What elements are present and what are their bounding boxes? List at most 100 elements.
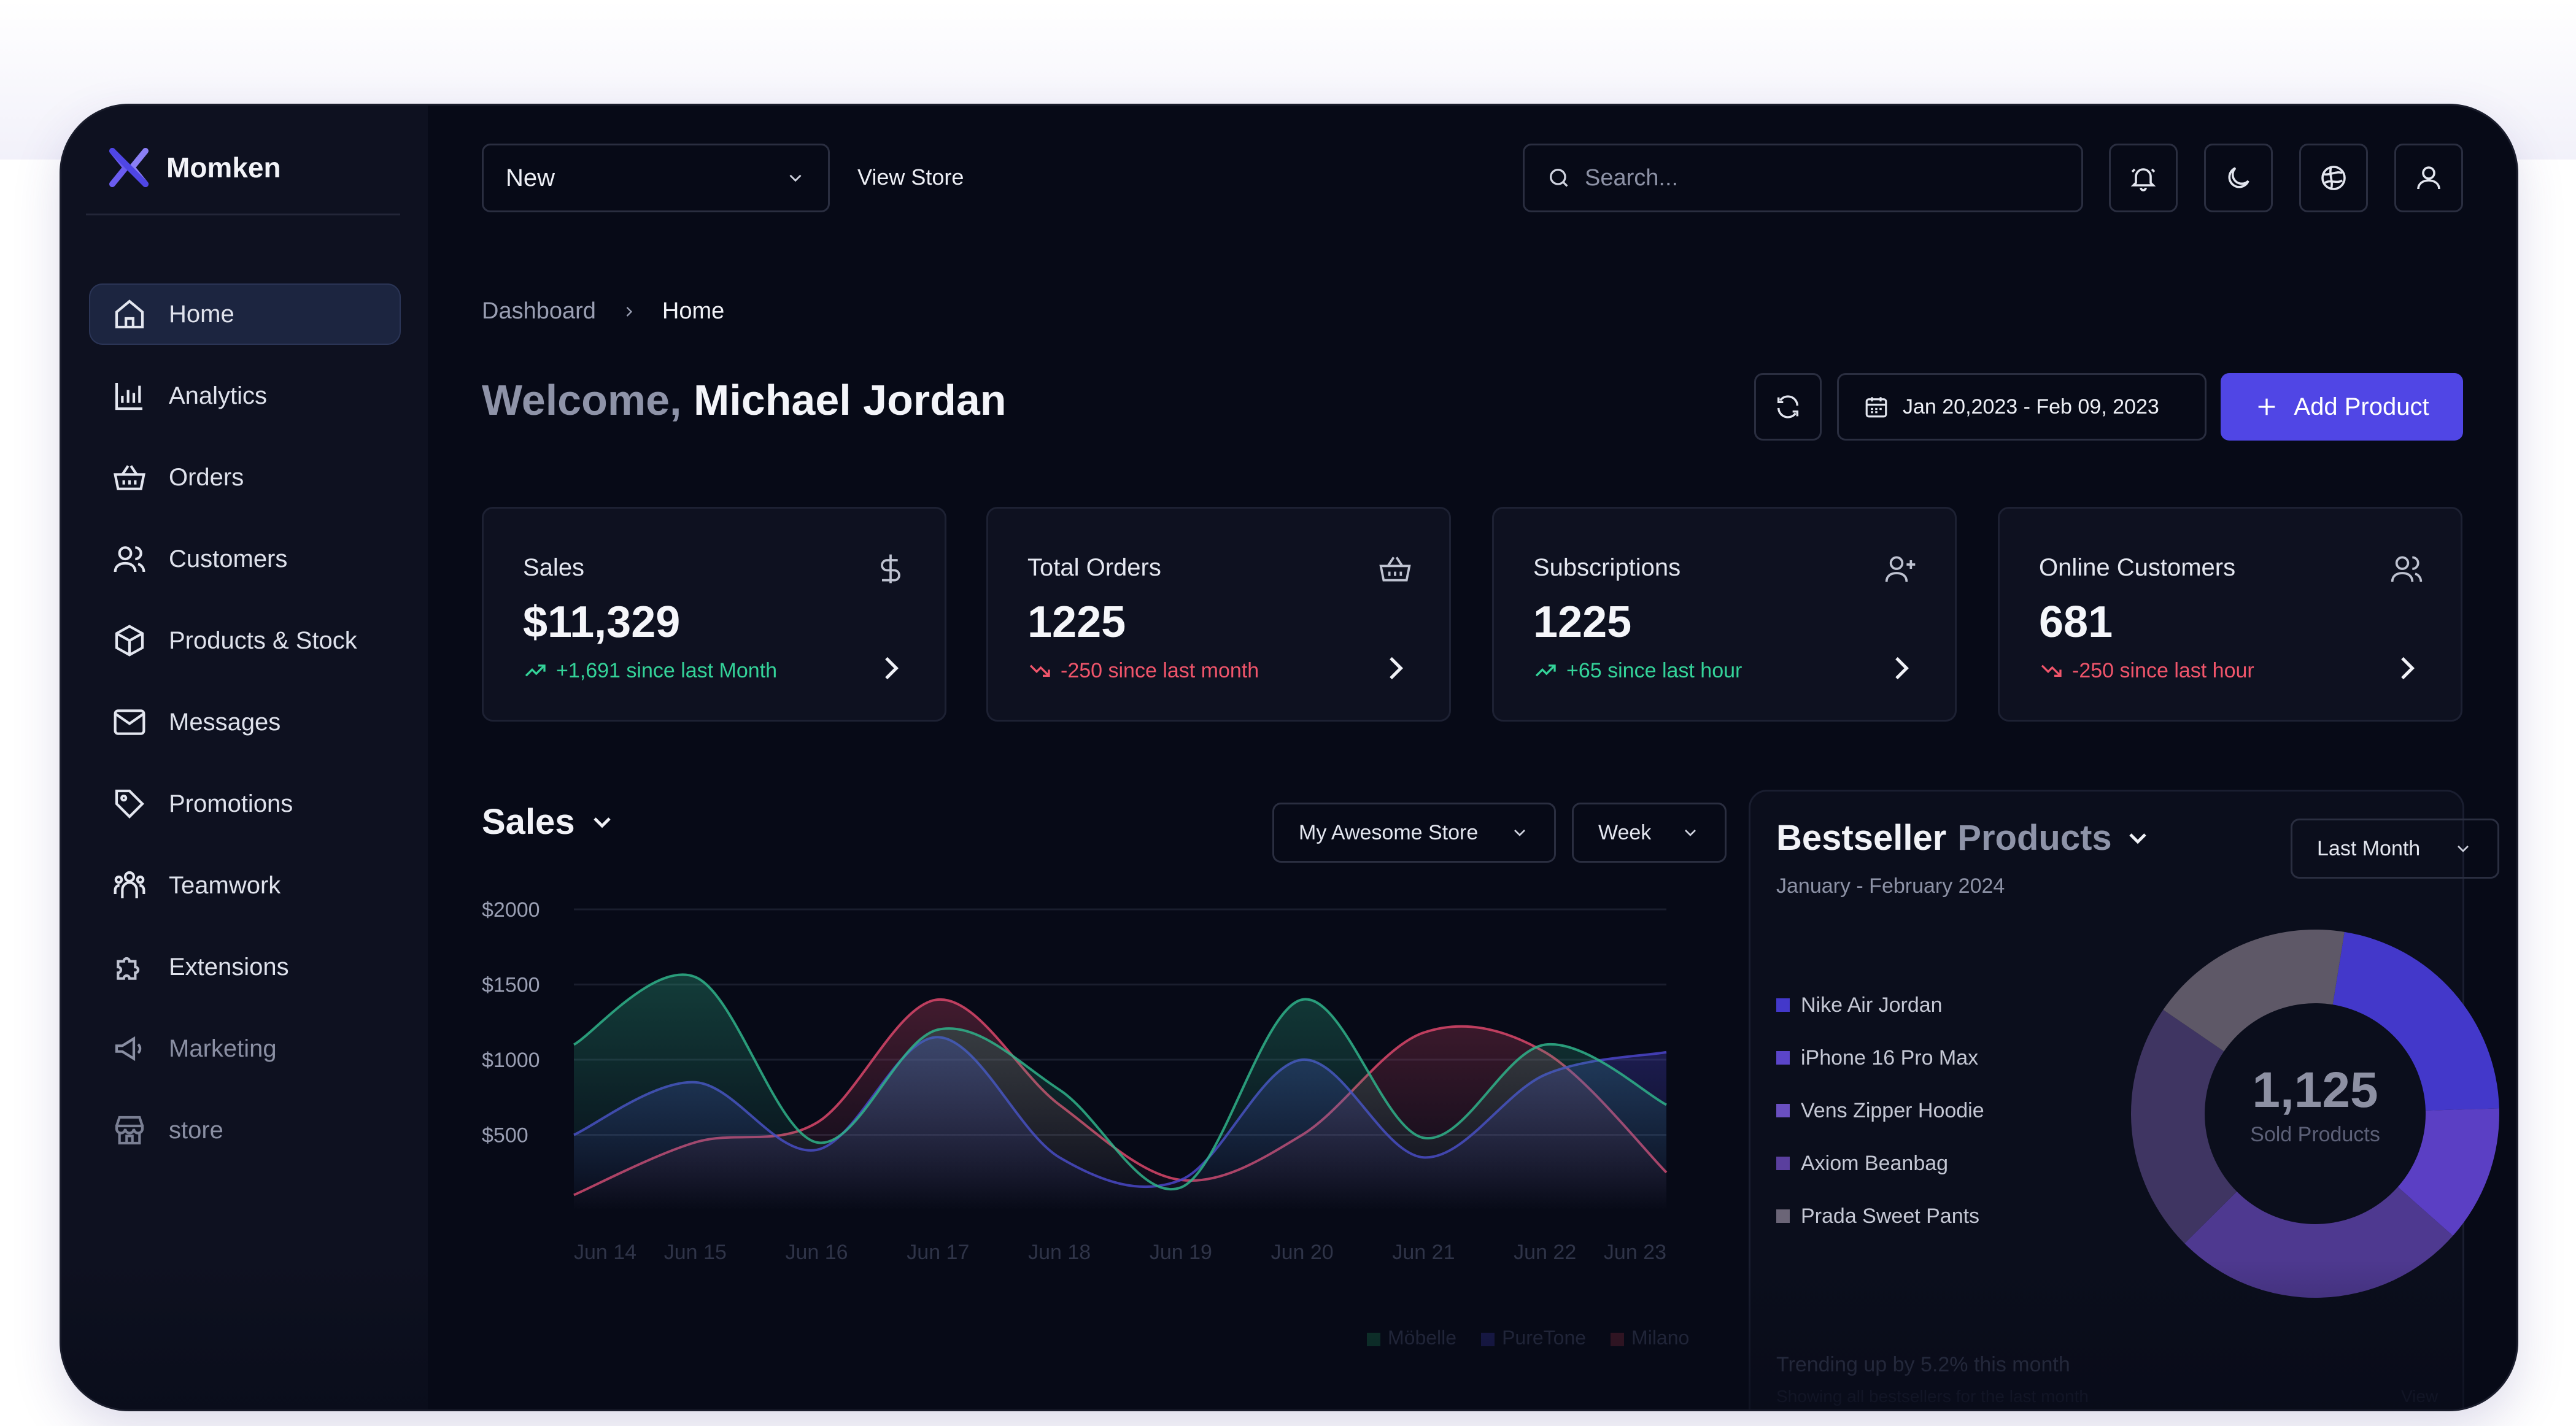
kpi-value: 1225 xyxy=(1027,598,1126,647)
sidebar-item-marketing[interactable]: Marketing xyxy=(89,1018,401,1079)
sidebar-item-messages[interactable]: Messages xyxy=(89,692,401,753)
search-placeholder: Search... xyxy=(1585,164,1679,191)
product-name: Vens Zipper Hoodie xyxy=(1801,1098,1984,1122)
x-tick-label: Jun 22 xyxy=(1514,1241,1576,1264)
refresh-icon xyxy=(1777,395,1799,418)
bestseller-title[interactable]: Bestseller Products xyxy=(1776,817,2152,858)
store-filter-dropdown[interactable]: My Awesome Store xyxy=(1272,803,1556,863)
sidebar-item-products-stock[interactable]: Products & Stock xyxy=(89,610,401,671)
view-store-link[interactable]: View Store xyxy=(857,164,964,190)
basket-icon xyxy=(114,465,145,490)
sidebar-item-label: Promotions xyxy=(169,790,293,817)
legend-item[interactable]: Möbelle xyxy=(1367,1327,1456,1349)
donut-slice[interactable] xyxy=(2131,1009,2237,1244)
donut-slice[interactable] xyxy=(2163,930,2345,1052)
kpi-delta-text: -250 since last month xyxy=(1061,658,1259,682)
sidebar-item-label: Home xyxy=(169,300,234,328)
sales-chart-title[interactable]: Sales xyxy=(482,801,617,842)
date-range-label: Jan 20,2023 - Feb 09, 2023 xyxy=(1903,395,2159,418)
list-item[interactable]: Vens Zipper Hoodie xyxy=(1776,1084,1984,1137)
divider xyxy=(86,214,400,215)
theme-toggle-button[interactable] xyxy=(2204,144,2273,212)
breadcrumb-parent[interactable]: Dashboard xyxy=(482,298,596,324)
chevron-right-icon[interactable] xyxy=(873,651,908,685)
add-product-button[interactable]: Add Product xyxy=(2221,373,2463,441)
sales-chart: $2000 $1500 $1000 $500 Jun 14 Jun 15 Jun 16 Jun… xyxy=(482,891,1673,1333)
apps-button[interactable] xyxy=(2299,144,2368,212)
page-title: Welcome, Michael Jordan xyxy=(482,376,1007,425)
legend-item[interactable]: PureTone xyxy=(1481,1327,1586,1349)
sidebar-item-extensions[interactable]: Extensions xyxy=(89,936,401,998)
view-details-link[interactable]: View Details xyxy=(2401,1387,2454,1409)
donut-slice[interactable] xyxy=(2332,931,2499,1111)
store-icon xyxy=(115,1116,144,1145)
sidebar-item-home[interactable]: Home xyxy=(89,283,401,345)
sidebar-item-promotions[interactable]: Promotions xyxy=(89,773,401,834)
legend-swatch xyxy=(1776,1157,1790,1170)
chevron-right-icon[interactable] xyxy=(1884,651,1918,685)
bestseller-title-a: Bestseller xyxy=(1776,818,1947,858)
list-item[interactable]: Axiom Beanbag xyxy=(1776,1137,1984,1190)
y-tick-label: $500 xyxy=(482,1124,528,1147)
kpi-delta: -250 since last hour xyxy=(2039,658,2254,683)
sales-chart-legend: Möbelle PureTone Milano xyxy=(1367,1327,1689,1349)
legend-item[interactable]: Milano xyxy=(1611,1327,1689,1349)
series-line[interactable] xyxy=(573,973,1667,1190)
user-icon xyxy=(2417,166,2440,190)
list-item[interactable]: Prada Sweet Pants xyxy=(1776,1190,1984,1243)
chevron-down-icon xyxy=(1514,830,1525,836)
kpi-value: $11,329 xyxy=(523,598,681,647)
donut-hole xyxy=(2206,1004,2424,1223)
tag-icon xyxy=(115,789,144,819)
search-input[interactable]: Search... xyxy=(1523,144,2083,212)
sidebar-item-store[interactable]: store xyxy=(89,1100,401,1161)
kpi-card-subscriptions[interactable]: Subscriptions 1225 +65 since last hour xyxy=(1492,507,1957,722)
sidebar-item-customers[interactable]: Customers xyxy=(89,528,401,590)
x-tick-label: Jun 15 xyxy=(664,1241,727,1264)
x-tick-label: Jun 21 xyxy=(1392,1241,1455,1264)
kpi-delta: +1,691 since last Month xyxy=(523,658,777,683)
y-tick-label: $2000 xyxy=(482,898,540,922)
kpi-delta-text: +65 since last hour xyxy=(1566,658,1742,682)
welcome-name: Michael Jordan xyxy=(693,376,1007,424)
y-tick-label: $1000 xyxy=(482,1049,540,1072)
trend-text: Trending up by 5.2% this month xyxy=(1776,1353,2070,1376)
list-item[interactable]: iPhone 16 Pro Max xyxy=(1776,1031,1984,1084)
x-tick-label: Jun 19 xyxy=(1150,1241,1212,1264)
refresh-button[interactable] xyxy=(1754,373,1822,441)
date-range-picker[interactable]: Jan 20,2023 - Feb 09, 2023 xyxy=(1837,373,2207,441)
kpi-card-online-customers[interactable]: Online Customers 681 -250 since last hou… xyxy=(1998,507,2462,722)
kpi-delta: -250 since last month xyxy=(1027,658,1259,683)
bestseller-panel: Bestseller Products January - February 2… xyxy=(1749,790,2499,1409)
sidebar-item-teamwork[interactable]: Teamwork xyxy=(89,855,401,916)
globe-icon xyxy=(2321,166,2346,190)
moon-icon xyxy=(2228,167,2249,188)
store-select[interactable]: New xyxy=(482,144,830,212)
kpi-title: Online Customers xyxy=(2039,554,2236,581)
bestseller-period-dropdown[interactable]: Last Month xyxy=(2291,819,2499,879)
list-item[interactable]: Nike Air Jordan xyxy=(1776,979,1984,1031)
chevron-down-icon xyxy=(593,817,611,828)
donut-slice[interactable] xyxy=(2397,1108,2499,1236)
calendar-icon xyxy=(1865,397,1887,418)
logo[interactable]: Momken xyxy=(107,146,281,189)
bestseller-list: Nike Air Jordan iPhone 16 Pro Max Vens Z… xyxy=(1776,979,1984,1243)
sidebar-item-orders[interactable]: Orders xyxy=(89,447,401,508)
trend-up-icon xyxy=(1535,665,1556,677)
x-tick-label: Jun 23 xyxy=(1604,1241,1666,1264)
puzzle-icon xyxy=(117,957,140,980)
chevron-right-icon[interactable] xyxy=(1378,651,1412,685)
chevron-right-icon[interactable] xyxy=(2389,651,2424,685)
sidebar-item-label: Messages xyxy=(169,708,281,736)
trend-up-icon xyxy=(525,665,546,677)
trend-down-icon xyxy=(1029,665,1050,677)
user-plus-icon xyxy=(1885,556,1916,582)
kpi-card-sales[interactable]: Sales $11,329 +1,691 since last Month xyxy=(482,507,946,722)
notifications-button[interactable] xyxy=(2109,144,2178,212)
period-filter-dropdown[interactable]: Week xyxy=(1572,803,1727,863)
kpi-card-total-orders[interactable]: Total Orders 1225 -250 since last month xyxy=(986,507,1451,722)
basket-icon xyxy=(1379,557,1411,582)
sidebar-item-label: Marketing xyxy=(169,1035,277,1062)
sidebar-item-analytics[interactable]: Analytics xyxy=(89,365,401,426)
profile-button[interactable] xyxy=(2394,144,2463,212)
